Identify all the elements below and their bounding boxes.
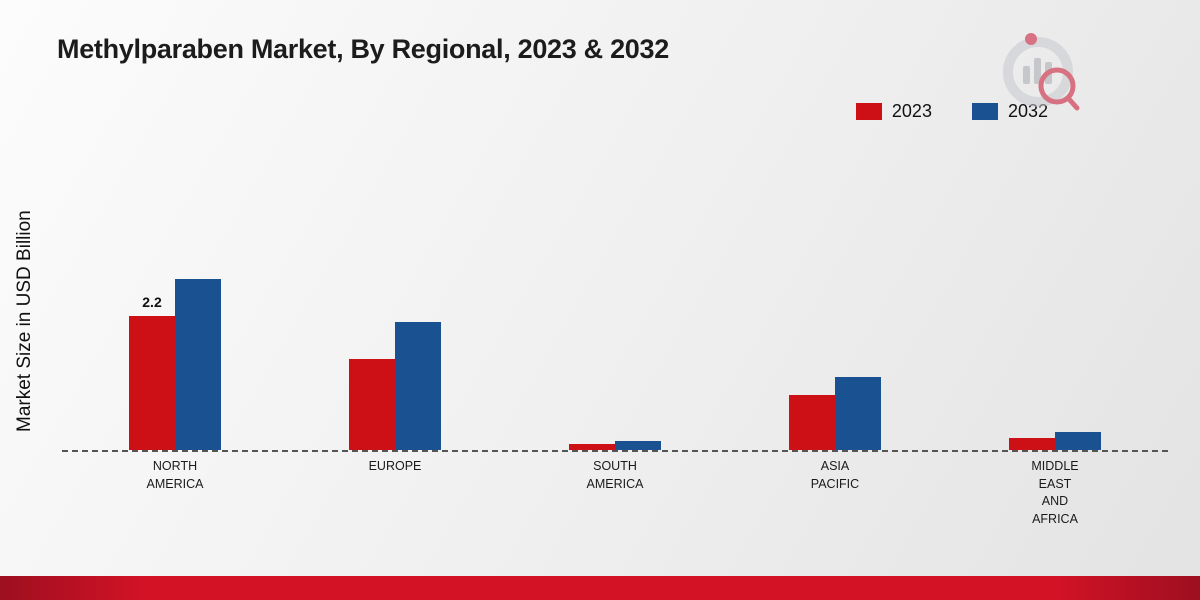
footer-bar [0, 576, 1200, 600]
legend-label-2023: 2023 [891, 101, 932, 121]
category-label: MIDDLE EAST AND AFRICA [1031, 459, 1079, 526]
category-label: SOUTH AMERICA [586, 459, 644, 491]
bar-2032-middle-east-and-africa [1055, 431, 1101, 450]
bar-pair [569, 440, 661, 450]
bar-value-label: 2.2 [142, 293, 162, 310]
category-label: NORTH AMERICA [146, 459, 204, 491]
category-group: ASIA PACIFIC [725, 0, 945, 491]
chart-title: Methylparaben Market, By Regional, 2023 … [57, 34, 669, 64]
bar-2023-middle-east-and-africa [1009, 437, 1055, 450]
y-axis-label: Market Size in USD Billion [14, 210, 35, 432]
bar-2032-north-america [175, 279, 221, 450]
bar-2032-asia-pacific [835, 376, 881, 450]
legend-swatch-2023 [855, 103, 882, 120]
category-label: ASIA PACIFIC [810, 459, 860, 491]
category-group: MIDDLE EAST AND AFRICA [945, 0, 1165, 526]
bar-pair: 2.2 [129, 279, 221, 450]
category-group: EUROPE [285, 0, 505, 473]
bar-pair [1009, 431, 1101, 450]
bar-pair [789, 376, 881, 450]
legend-item-2023: 2023 [855, 101, 932, 122]
plot-area: 2.2 NORTH AMERICA EUROPE SOUTH AMERICA ASIA PAC… [65, 0, 1165, 526]
bar-2023-south-america [569, 443, 615, 450]
brand-logo-icon [1003, 33, 1080, 111]
category-label: EUROPE [368, 459, 422, 473]
bar-pair [349, 321, 441, 450]
bar-2032-europe [395, 321, 441, 450]
bar-2023-north-america: 2.2 [129, 294, 175, 450]
legend-swatch-2032 [971, 103, 998, 120]
x-axis-baseline [62, 450, 1168, 452]
bar-2023-asia-pacific [789, 395, 835, 450]
bar-2032-south-america [615, 440, 661, 450]
category-group: 2.2 NORTH AMERICA [65, 0, 285, 491]
bar-2023-europe [349, 358, 395, 450]
brand-logo [993, 28, 1088, 118]
category-group: SOUTH AMERICA [505, 0, 725, 491]
